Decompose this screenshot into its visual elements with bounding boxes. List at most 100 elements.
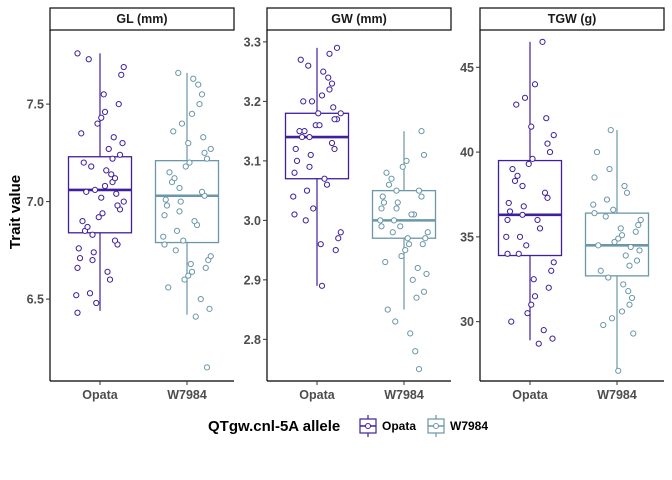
data-point: [75, 245, 82, 252]
panel-title: GW (mm): [331, 12, 387, 26]
data-point: [550, 132, 557, 139]
data-point: [330, 104, 337, 111]
data-point: [89, 257, 96, 264]
data-point: [623, 189, 631, 196]
data-point: [306, 163, 313, 170]
data-point: [302, 217, 309, 224]
data-point: [331, 116, 338, 123]
data-point: [306, 133, 313, 141]
data-point: [101, 108, 109, 116]
data-point: [539, 38, 546, 45]
data-point: [305, 62, 312, 69]
y-tick-label: 35: [460, 230, 474, 244]
data-point: [315, 110, 322, 117]
data-point: [544, 140, 551, 147]
data-point: [519, 211, 526, 218]
data-point: [78, 130, 85, 137]
data-point: [415, 187, 423, 194]
data-point: [88, 163, 95, 170]
x-tick-label: W7984: [167, 388, 207, 402]
data-point: [163, 202, 171, 209]
x-tick-label: W7984: [597, 388, 637, 402]
panel-2: GW (mm) 2.8 2.9 3.0 3.1 3.2 3.3 Opata W7984: [244, 7, 452, 402]
data-point: [528, 301, 535, 308]
data-point: [546, 148, 554, 156]
data-point: [337, 229, 344, 236]
data-point: [508, 318, 515, 325]
data-point: [181, 276, 188, 283]
data-point: [326, 50, 333, 57]
data-point: [524, 310, 531, 317]
data-point: [291, 169, 298, 176]
data-point: [506, 208, 514, 215]
data-point: [84, 223, 91, 231]
y-tick-label: 6.5: [27, 293, 44, 307]
data-point: [111, 175, 119, 182]
data-point: [513, 101, 520, 108]
legend: QTgw.cnl-5A allele Opata W7984: [208, 415, 488, 437]
data-point: [110, 134, 117, 141]
panel-strip: [49, 7, 235, 31]
data-point: [111, 237, 119, 244]
data-point: [618, 308, 626, 315]
legend-label: W7984: [450, 419, 488, 433]
data-point: [303, 187, 311, 194]
data-point: [106, 276, 114, 283]
y-tick-label: 45: [460, 61, 474, 75]
data-point: [291, 211, 298, 218]
data-point: [407, 330, 414, 337]
data-point: [292, 145, 299, 153]
data-point: [543, 115, 550, 122]
legend-title: QTgw.cnl-5A allele: [208, 418, 340, 435]
data-point: [172, 247, 179, 254]
data-point: [382, 258, 389, 266]
data-point: [195, 81, 202, 88]
data-point: [104, 268, 111, 275]
data-point: [625, 288, 632, 295]
data-point: [170, 128, 177, 135]
panel-strip: [479, 7, 665, 31]
data-point: [201, 149, 208, 156]
data-point: [115, 101, 122, 108]
data-point: [503, 233, 510, 240]
data-point: [161, 212, 168, 219]
data-point: [99, 210, 106, 217]
data-point: [595, 242, 602, 249]
data-point: [95, 214, 102, 221]
data-point: [605, 274, 612, 281]
data-point: [423, 270, 430, 278]
data-point: [519, 182, 526, 190]
data-point: [161, 241, 168, 248]
data-point: [509, 165, 516, 173]
data-point: [504, 250, 511, 257]
data-point: [636, 247, 643, 254]
data-point: [637, 216, 644, 224]
data-point: [120, 63, 127, 71]
data-point: [511, 177, 519, 185]
data-point: [603, 196, 611, 203]
data-point: [180, 237, 187, 244]
data-point: [188, 268, 196, 275]
data-point: [76, 255, 84, 262]
y-axis-title: Trait value: [7, 175, 24, 249]
data-point: [79, 218, 86, 225]
data-point: [187, 260, 194, 268]
data-point: [316, 122, 323, 129]
box-opata: [497, 159, 563, 257]
data-point: [404, 235, 411, 242]
data-point: [321, 175, 328, 182]
data-point: [531, 293, 539, 300]
data-point: [414, 264, 421, 272]
data-point: [91, 186, 99, 193]
data-point: [528, 123, 535, 130]
data-point: [505, 199, 512, 207]
data-point: [207, 253, 214, 260]
data-point: [534, 216, 541, 224]
data-point: [420, 288, 428, 295]
data-point: [318, 282, 326, 289]
data-point: [177, 198, 184, 205]
panel-1: GL (mm) 6.5 7.0 7.5 Opata W7984: [27, 7, 235, 402]
data-point: [298, 133, 306, 141]
data-point: [202, 264, 209, 271]
data-point: [409, 276, 416, 283]
